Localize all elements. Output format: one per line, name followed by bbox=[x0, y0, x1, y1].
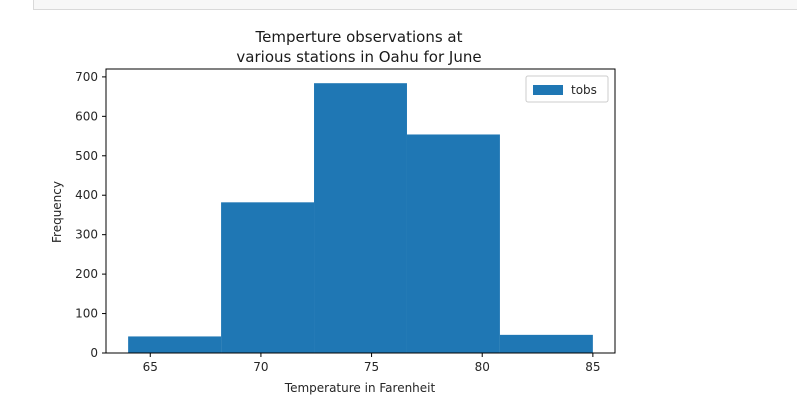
histogram-bar-2 bbox=[314, 83, 407, 353]
y-tick-label: 500 bbox=[75, 149, 98, 163]
y-axis-title: Frequency bbox=[50, 181, 64, 243]
chart-title-line-2: various stations in Oahu for June bbox=[236, 48, 481, 66]
histogram-bar-3 bbox=[406, 134, 500, 353]
y-tick-label: 100 bbox=[75, 307, 98, 321]
legend-label-tobs: tobs bbox=[571, 83, 597, 97]
histogram-bar-0 bbox=[128, 336, 222, 353]
x-axis-title: Temperature in Farenheit bbox=[284, 381, 436, 395]
x-tick-label: 80 bbox=[475, 360, 490, 374]
x-tick-label: 75 bbox=[364, 360, 379, 374]
histogram-bar-1 bbox=[221, 202, 315, 353]
y-axis: 0 100 200 300 400 500 600 700 bbox=[75, 70, 106, 360]
x-tick-label: 65 bbox=[143, 360, 158, 374]
chart-title-line-1: Temperture observations at bbox=[255, 28, 463, 46]
plot-area-frame bbox=[105, 68, 616, 354]
histogram-bar-4 bbox=[499, 334, 593, 353]
y-tick-label: 700 bbox=[75, 70, 98, 84]
notebook-cell-frame bbox=[33, 0, 797, 10]
y-tick-label: 0 bbox=[90, 346, 98, 360]
y-tick-label: 600 bbox=[75, 109, 98, 123]
y-tick-label: 400 bbox=[75, 188, 98, 202]
x-tick-label: 70 bbox=[253, 360, 268, 374]
legend-box bbox=[525, 75, 609, 103]
legend-swatch-tobs bbox=[533, 85, 563, 95]
chart-title: Temperture observations at various stati… bbox=[236, 28, 481, 66]
legend: tobs bbox=[525, 75, 609, 103]
x-axis: 65 70 75 80 85 bbox=[143, 353, 601, 374]
y-tick-label: 300 bbox=[75, 228, 98, 242]
y-tick-label: 200 bbox=[75, 267, 98, 281]
x-tick-label: 85 bbox=[585, 360, 600, 374]
histogram-bars bbox=[128, 83, 593, 353]
